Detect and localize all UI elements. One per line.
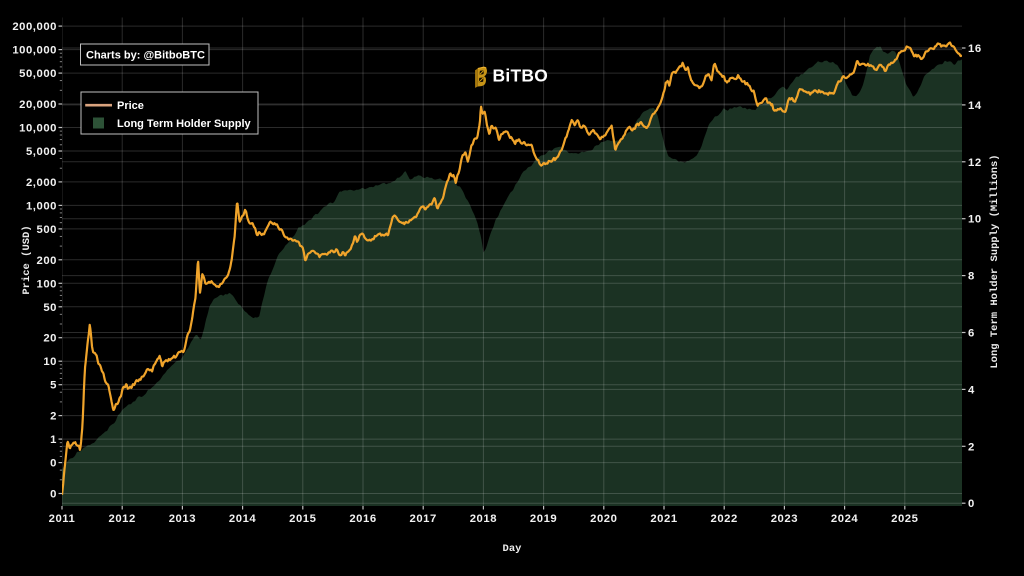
svg-text:Long Term Holder Supply (Milli: Long Term Holder Supply (Millions) (989, 154, 1001, 368)
svg-text:8: 8 (968, 271, 975, 283)
svg-text:500: 500 (37, 224, 58, 236)
svg-text:10: 10 (43, 356, 57, 368)
svg-text:200,000: 200,000 (12, 21, 57, 33)
svg-text:Charts by: @BitboBTC: Charts by: @BitboBTC (86, 50, 205, 62)
svg-text:2024: 2024 (831, 513, 858, 525)
svg-text:2018: 2018 (470, 513, 497, 525)
svg-text:6: 6 (968, 328, 975, 340)
svg-text:2: 2 (968, 441, 975, 453)
svg-text:2021: 2021 (650, 513, 677, 525)
svg-text:50: 50 (43, 302, 57, 314)
svg-text:2025: 2025 (891, 513, 918, 525)
svg-text:2016: 2016 (349, 513, 376, 525)
svg-text:1,000: 1,000 (26, 200, 57, 212)
svg-text:10,000: 10,000 (19, 123, 57, 135)
svg-text:Long Term Holder Supply: Long Term Holder Supply (117, 118, 252, 130)
svg-text:200: 200 (37, 255, 58, 267)
svg-text:0: 0 (50, 458, 57, 470)
svg-text:16: 16 (968, 43, 982, 55)
svg-text:2020: 2020 (590, 513, 617, 525)
svg-text:2023: 2023 (771, 513, 798, 525)
svg-text:1: 1 (50, 434, 57, 446)
svg-text:2019: 2019 (530, 513, 557, 525)
svg-text:20,000: 20,000 (19, 99, 57, 111)
svg-text:14: 14 (968, 100, 982, 112)
svg-text:50,000: 50,000 (19, 68, 57, 80)
svg-text:4: 4 (968, 384, 975, 396)
svg-text:2017: 2017 (410, 513, 437, 525)
svg-text:2012: 2012 (109, 513, 136, 525)
svg-text:2: 2 (50, 411, 57, 423)
svg-text:20: 20 (43, 333, 57, 345)
svg-text:5,000: 5,000 (26, 146, 57, 158)
svg-text:100,000: 100,000 (12, 45, 57, 57)
svg-text:Day: Day (503, 543, 523, 555)
svg-text:Price (USD): Price (USD) (21, 225, 33, 294)
svg-text:2011: 2011 (49, 513, 76, 525)
svg-text:2,000: 2,000 (26, 177, 57, 189)
svg-text:Price: Price (117, 100, 144, 112)
svg-text:2013: 2013 (169, 513, 196, 525)
svg-text:2015: 2015 (289, 513, 316, 525)
svg-text:2014: 2014 (229, 513, 256, 525)
svg-text:12: 12 (968, 157, 982, 169)
svg-text:100: 100 (37, 278, 58, 290)
svg-text:0: 0 (50, 489, 57, 501)
svg-text:0: 0 (968, 498, 975, 510)
svg-text:BiTBO: BiTBO (493, 65, 549, 85)
svg-text:5: 5 (50, 380, 57, 392)
svg-text:10: 10 (968, 214, 982, 226)
svg-text:2022: 2022 (711, 513, 738, 525)
